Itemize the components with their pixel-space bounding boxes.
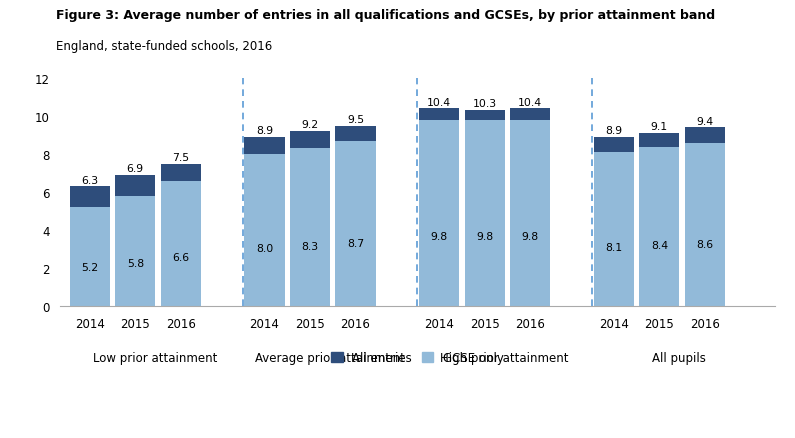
Text: 9.8: 9.8 (522, 232, 539, 241)
Bar (335, 141, 375, 307)
Text: 8.6: 8.6 (696, 240, 713, 250)
Text: 8.3: 8.3 (301, 241, 319, 251)
Text: 9.1: 9.1 (651, 122, 668, 132)
Text: 10.4: 10.4 (518, 97, 542, 107)
Text: High prior attainment: High prior attainment (440, 351, 569, 364)
Text: 10.4: 10.4 (427, 97, 452, 107)
Bar (161, 181, 201, 307)
Bar (510, 120, 550, 307)
Bar (115, 176, 155, 197)
Text: 8.9: 8.9 (256, 126, 273, 136)
Text: 6.6: 6.6 (173, 253, 189, 263)
Bar (594, 153, 634, 307)
Bar (70, 187, 110, 208)
Text: 8.4: 8.4 (651, 241, 668, 251)
Text: 5.2: 5.2 (81, 262, 99, 272)
Bar (244, 138, 285, 155)
Text: 10.3: 10.3 (472, 99, 497, 109)
Text: Low prior attainment: Low prior attainment (93, 351, 218, 364)
Bar (419, 109, 460, 120)
Text: 8.9: 8.9 (605, 126, 622, 136)
Bar (684, 143, 725, 307)
Bar (684, 128, 725, 143)
Text: 6.9: 6.9 (126, 164, 144, 174)
Text: 9.4: 9.4 (696, 117, 713, 126)
Text: Figure 3: Average number of entries in all qualifications and GCSEs, by prior at: Figure 3: Average number of entries in a… (56, 9, 715, 22)
Bar (594, 138, 634, 153)
Text: Average prior attainment: Average prior attainment (255, 351, 405, 364)
Bar (161, 164, 201, 181)
Text: 8.7: 8.7 (347, 239, 364, 249)
Bar (290, 149, 330, 307)
Text: All pupils: All pupils (653, 351, 706, 364)
Text: 9.5: 9.5 (347, 114, 364, 124)
Bar (419, 120, 460, 307)
Text: 8.1: 8.1 (605, 243, 622, 253)
Text: 9.8: 9.8 (476, 232, 493, 241)
Bar (70, 208, 110, 307)
Bar (244, 155, 285, 307)
Bar (464, 120, 505, 307)
Text: 9.8: 9.8 (431, 232, 448, 241)
Text: 5.8: 5.8 (126, 258, 144, 268)
Bar (639, 147, 680, 307)
Legend: All entries, GCSE only: All entries, GCSE only (327, 346, 508, 369)
Bar (290, 132, 330, 149)
Text: England, state-funded schools, 2016: England, state-funded schools, 2016 (56, 39, 272, 53)
Text: 6.3: 6.3 (81, 175, 99, 185)
Bar (335, 126, 375, 141)
Bar (639, 134, 680, 147)
Bar (115, 197, 155, 307)
Text: 9.2: 9.2 (301, 120, 319, 130)
Text: 8.0: 8.0 (256, 244, 273, 254)
Text: 7.5: 7.5 (173, 152, 189, 162)
Bar (464, 111, 505, 120)
Bar (510, 109, 550, 120)
